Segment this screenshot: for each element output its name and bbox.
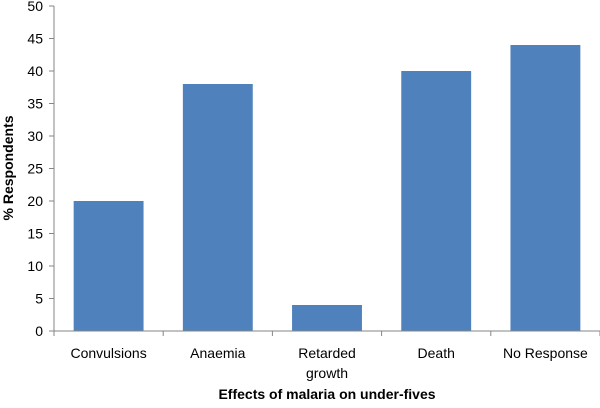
y-tick-label: 10 bbox=[27, 258, 43, 274]
x-tick-label: Convulsions bbox=[70, 345, 146, 361]
bar-1 bbox=[182, 84, 253, 331]
bar-4 bbox=[510, 45, 581, 331]
labels-layer: 0 5 10 15 20 25 30 35 40 45 50 Convulsions Anaemia Re… bbox=[27, 0, 588, 381]
x-tick-label: Anaemia bbox=[190, 345, 245, 361]
y-tick-label: 35 bbox=[27, 96, 43, 112]
bar-0 bbox=[73, 201, 144, 331]
y-tick-label: 30 bbox=[27, 128, 43, 144]
y-tick-label: 20 bbox=[27, 193, 43, 209]
x-tick-label: No Response bbox=[503, 345, 588, 361]
y-tick-label: 45 bbox=[27, 31, 43, 47]
y-tick-label: 5 bbox=[35, 291, 43, 307]
y-tick-label: 25 bbox=[27, 161, 43, 177]
bars-layer bbox=[73, 45, 581, 331]
y-tick-label: 15 bbox=[27, 226, 43, 242]
y-axis-title: % Respondents bbox=[0, 115, 16, 220]
y-tick-label: 40 bbox=[27, 63, 43, 79]
axes-layer bbox=[49, 5, 600, 336]
bar-3 bbox=[401, 71, 472, 331]
x-tick-label: Retarded growth bbox=[298, 345, 356, 381]
bar-2 bbox=[292, 305, 362, 331]
y-tick-label: 50 bbox=[27, 0, 43, 14]
x-tick-label: Death bbox=[418, 345, 455, 361]
y-tick-label: 0 bbox=[35, 323, 43, 339]
x-axis-title: Effects of malaria on under-fives bbox=[218, 386, 435, 402]
